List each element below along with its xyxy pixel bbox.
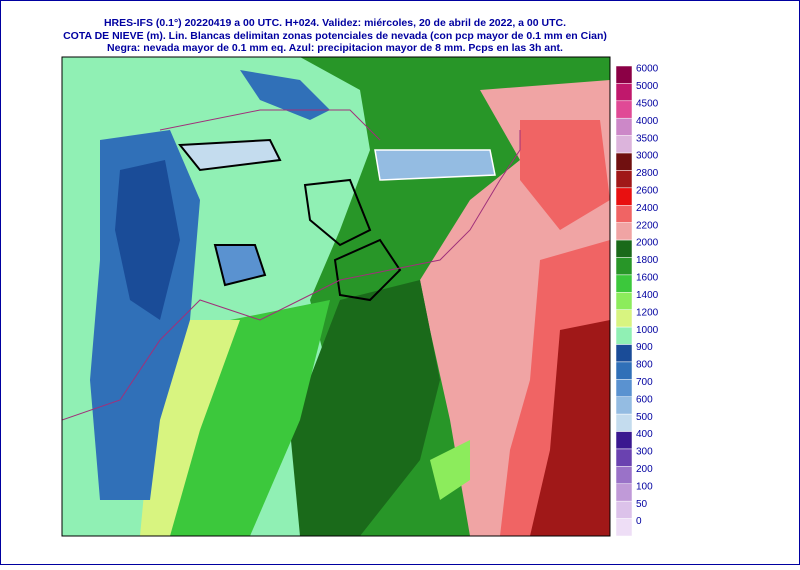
- legend-label: 5000: [636, 81, 659, 92]
- legend-label: 300: [636, 447, 653, 458]
- legend-swatch: [615, 466, 633, 485]
- legend-label: 500: [636, 412, 653, 423]
- legend-swatch: [615, 239, 633, 258]
- legend-swatch: [615, 483, 633, 502]
- legend-swatch: [615, 170, 633, 189]
- legend-label: 2200: [636, 220, 659, 231]
- legend-label: 1800: [636, 255, 659, 266]
- legend-label: 3000: [636, 151, 659, 162]
- legend-swatch: [615, 500, 633, 519]
- legend-label: 900: [636, 342, 653, 353]
- legend-swatch: [615, 257, 633, 276]
- legend-swatch: [615, 309, 633, 328]
- legend-swatch: [615, 117, 633, 136]
- legend-label: 50: [636, 499, 648, 510]
- legend-swatch: [615, 396, 633, 415]
- legend-swatch: [615, 448, 633, 467]
- legend-label: 1600: [636, 273, 659, 284]
- legend-swatch: [615, 379, 633, 397]
- title-line: Negra: nevada mayor de 0.1 mm eq. Azul: …: [107, 42, 563, 54]
- legend-label: 600: [636, 394, 653, 405]
- legend-swatch: [615, 413, 633, 432]
- color-legend: 6000500045004000350030002800260024002200…: [615, 64, 659, 537]
- legend-swatch: [615, 135, 633, 154]
- legend-label: 6000: [636, 64, 659, 75]
- legend-swatch: [615, 344, 633, 363]
- legend-swatch: [615, 152, 633, 171]
- legend-label: 700: [636, 377, 653, 388]
- legend-label: 800: [636, 360, 653, 371]
- legend-swatch: [615, 205, 633, 223]
- legend-swatch: [615, 326, 633, 345]
- legend-label: 2600: [636, 185, 659, 196]
- legend-label: 200: [636, 464, 653, 475]
- legend-label: 100: [636, 481, 653, 492]
- map: [61, 56, 611, 537]
- title-line: HRES-IFS (0.1°) 20220419 a 00 UTC. H+024…: [104, 17, 566, 29]
- legend-swatch: [615, 518, 633, 537]
- legend-swatch: [615, 100, 633, 119]
- legend-label: 3500: [636, 133, 659, 144]
- legend-swatch: [615, 431, 633, 450]
- legend-swatch: [615, 222, 633, 241]
- legend-swatch: [615, 361, 633, 380]
- legend-label: 1200: [636, 307, 659, 318]
- legend-label: 2000: [636, 238, 659, 249]
- legend-label: 4500: [636, 98, 659, 109]
- legend-label: 400: [636, 429, 653, 440]
- legend-label: 4000: [636, 116, 659, 127]
- title-line: COTA DE NIEVE (m). Lin. Blancas delimita…: [63, 30, 607, 42]
- legend-swatch: [615, 274, 633, 293]
- legend-label: 2400: [636, 203, 659, 214]
- legend-label: 2800: [636, 168, 659, 179]
- legend-swatch: [615, 187, 633, 206]
- legend-swatch: [615, 65, 633, 84]
- legend-label: 1400: [636, 290, 659, 301]
- legend-swatch: [615, 83, 633, 102]
- legend-swatch: [615, 292, 633, 310]
- legend-label: 1000: [636, 325, 659, 336]
- legend-label: 0: [636, 516, 642, 527]
